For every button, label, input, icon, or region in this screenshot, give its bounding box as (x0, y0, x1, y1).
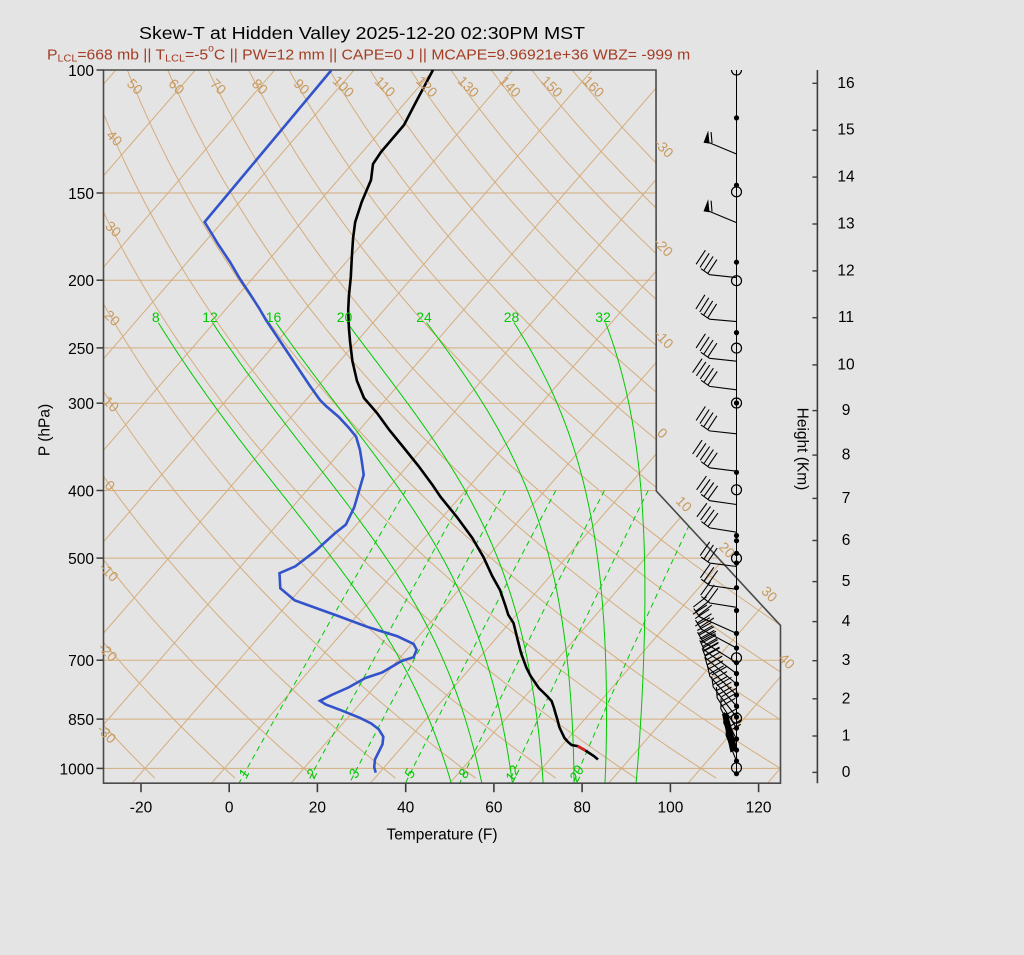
svg-text:7: 7 (842, 490, 851, 507)
svg-text:P (hPa): P (hPa) (37, 404, 54, 456)
svg-text:5: 5 (842, 573, 851, 590)
svg-text:150: 150 (68, 186, 94, 203)
svg-text:20: 20 (309, 800, 327, 817)
svg-text:24: 24 (416, 309, 432, 325)
svg-text:8: 8 (842, 447, 851, 464)
svg-text:32: 32 (595, 309, 611, 325)
svg-text:0: 0 (842, 764, 851, 781)
svg-text:80: 80 (573, 800, 591, 817)
svg-text:Skew-T at Hidden Valley 2025-1: Skew-T at Hidden Valley 2025-12-20 02:30… (139, 23, 585, 43)
svg-text:PLCL=668 mb || TLCL=-5oC || PW: PLCL=668 mb || TLCL=-5oC || PW=12 mm || … (47, 43, 690, 64)
svg-text:16: 16 (266, 309, 282, 325)
svg-text:9: 9 (842, 402, 851, 419)
svg-text:500: 500 (68, 551, 94, 568)
svg-text:400: 400 (68, 484, 94, 501)
svg-text:16: 16 (837, 75, 854, 92)
svg-text:14: 14 (837, 169, 855, 186)
svg-text:8: 8 (152, 309, 160, 325)
svg-text:11: 11 (838, 309, 854, 326)
svg-text:3: 3 (842, 652, 851, 669)
svg-text:13: 13 (837, 216, 854, 233)
svg-text:60: 60 (485, 800, 503, 817)
svg-text:200: 200 (68, 273, 94, 290)
svg-text:120: 120 (746, 800, 772, 817)
svg-text:20: 20 (565, 763, 587, 785)
svg-text:100: 100 (68, 63, 94, 80)
svg-text:12: 12 (502, 763, 523, 784)
svg-text:850: 850 (68, 712, 94, 729)
svg-text:1: 1 (842, 728, 851, 745)
svg-text:2: 2 (842, 690, 851, 707)
svg-text:Temperature (F): Temperature (F) (386, 827, 497, 844)
svg-text:28: 28 (504, 309, 520, 325)
svg-text:250: 250 (68, 341, 94, 358)
svg-text:-20: -20 (130, 800, 153, 817)
svg-text:12: 12 (202, 309, 218, 325)
svg-text:40: 40 (397, 800, 415, 817)
svg-text:0: 0 (225, 800, 234, 817)
svg-text:100: 100 (657, 800, 683, 817)
svg-text:6: 6 (842, 532, 851, 549)
svg-text:4: 4 (842, 613, 851, 630)
svg-text:1000: 1000 (60, 761, 95, 778)
svg-text:Height (Km): Height (Km) (794, 408, 811, 491)
svg-text:12: 12 (837, 262, 854, 279)
svg-text:300: 300 (68, 396, 94, 413)
svg-text:15: 15 (837, 122, 854, 139)
svg-text:10: 10 (837, 356, 855, 373)
svg-text:20: 20 (337, 309, 353, 325)
svg-text:700: 700 (68, 653, 94, 670)
